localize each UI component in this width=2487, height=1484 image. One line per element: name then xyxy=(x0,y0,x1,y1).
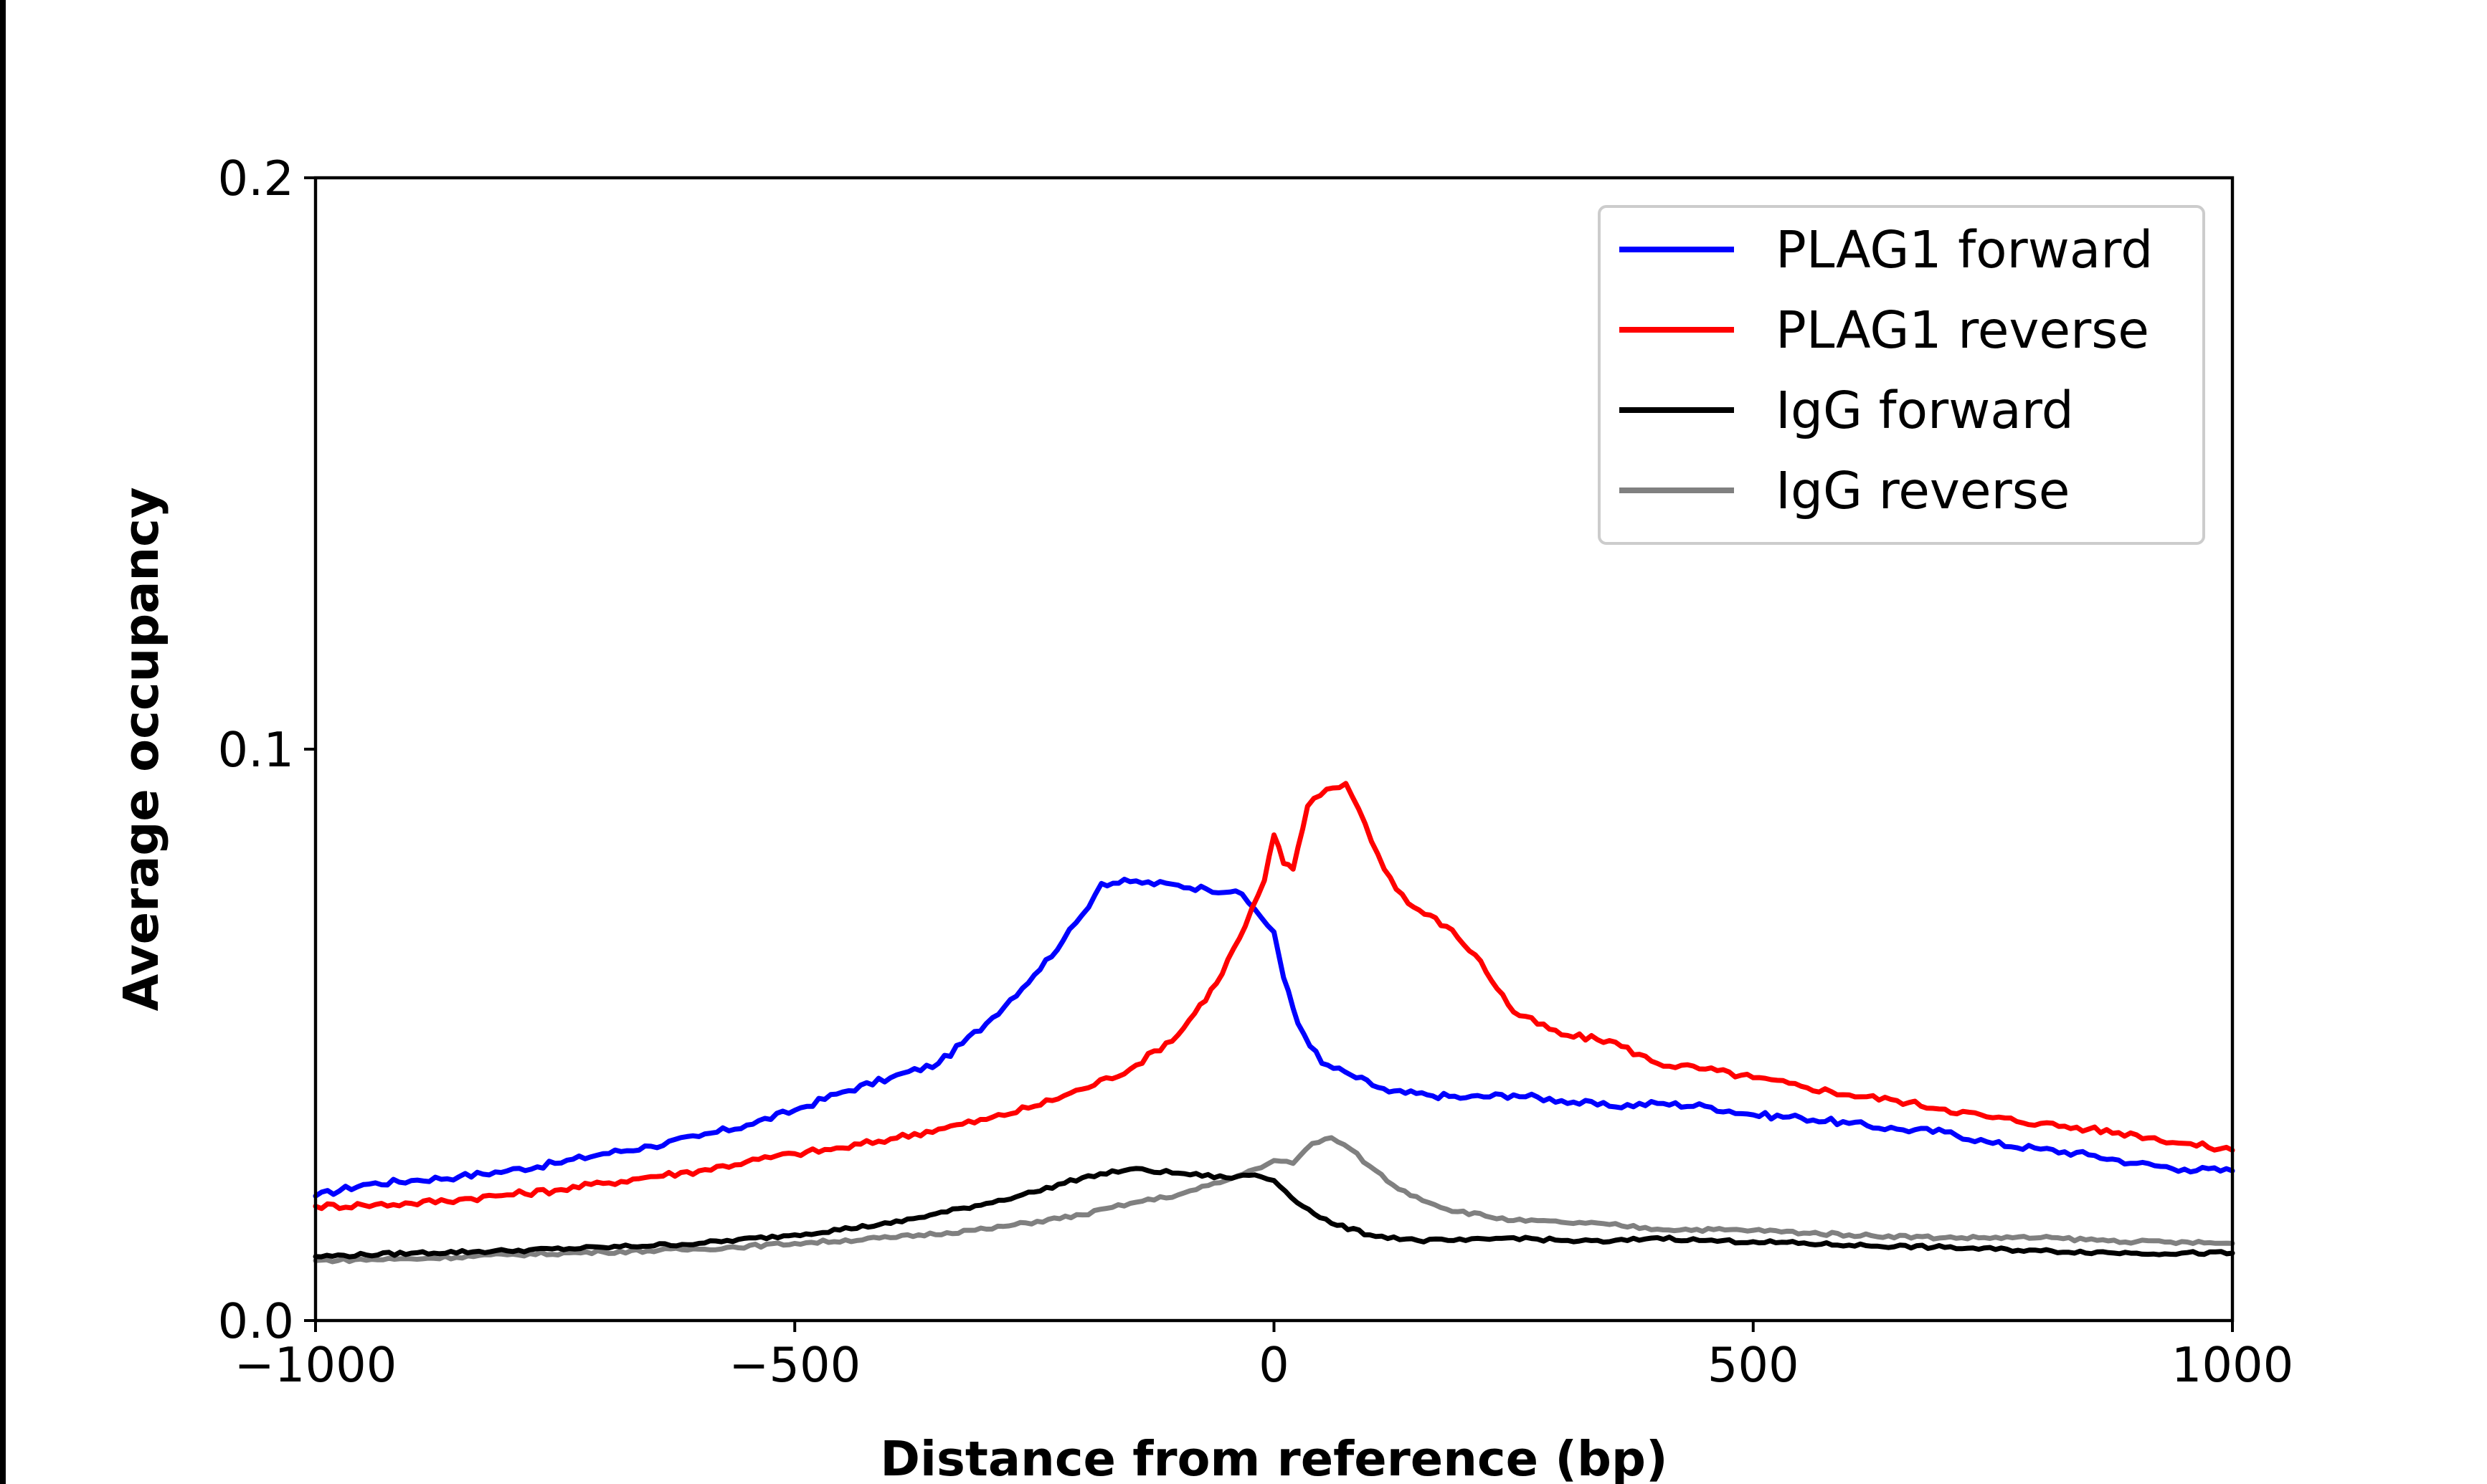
x-tick-label: 0 xyxy=(1259,1337,1289,1393)
series-line-plag1-forward xyxy=(313,876,2235,1199)
y-tick-label: 0.0 xyxy=(217,1293,294,1349)
legend: PLAG1 forward PLAG1 reverse IgG forward IgG… xyxy=(1598,205,2205,545)
y-tick-label: 0.2 xyxy=(217,151,294,206)
axes-layer: −1000 −500 0 500 1000 0.0 0.1 0.2 Distance from … xyxy=(113,151,2293,1484)
series-layer xyxy=(313,781,2235,1265)
left-border xyxy=(0,0,6,1484)
x-tick-label: −1000 xyxy=(235,1337,397,1393)
x-tick-label: 500 xyxy=(1707,1337,1799,1393)
legend-label-plag1-reverse: PLAG1 reverse xyxy=(1776,300,2149,360)
series-line-plag1-reverse xyxy=(313,781,2235,1212)
legend-box xyxy=(1598,205,2205,545)
legend-label-plag1-forward: PLAG1 forward xyxy=(1776,220,2153,280)
x-tick-label: 1000 xyxy=(2171,1337,2294,1393)
legend-label-igg-reverse: IgG reverse xyxy=(1776,461,2070,520)
series-line-igg-reverse xyxy=(313,1135,2235,1265)
x-axis-title: Distance from reference (bp) xyxy=(880,1431,1667,1484)
series-line-igg-forward xyxy=(313,1166,2235,1260)
y-tick-label: 0.1 xyxy=(217,722,294,778)
x-tick-label: −500 xyxy=(729,1337,861,1393)
y-axis-title: Average occupancy xyxy=(113,487,169,1012)
legend-label-igg-forward: IgG forward xyxy=(1776,381,2074,440)
